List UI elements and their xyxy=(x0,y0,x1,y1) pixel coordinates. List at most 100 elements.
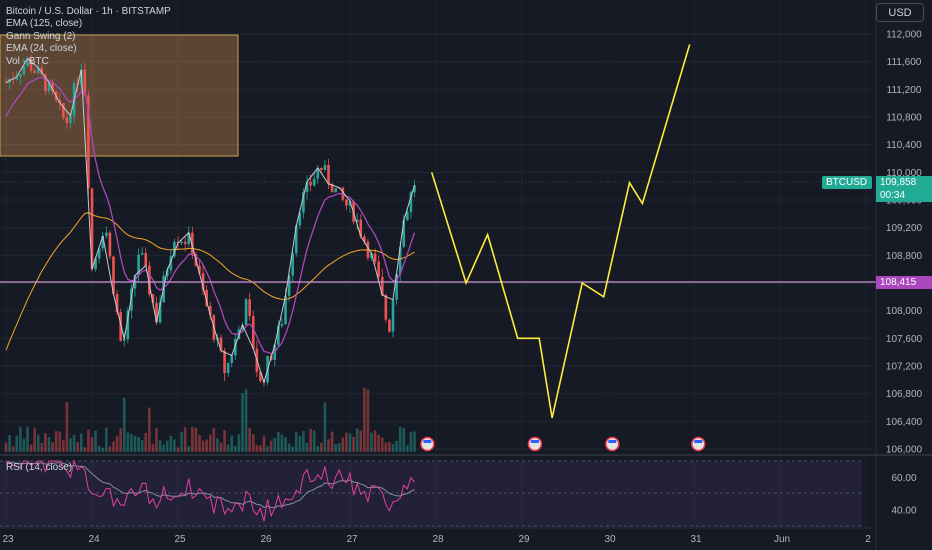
candle-body xyxy=(205,290,208,306)
price-tick-label: 111,200 xyxy=(887,85,922,96)
rsi-legend[interactable]: RSI (14, close) xyxy=(6,462,73,473)
volume-bar xyxy=(320,442,323,452)
volume-bar xyxy=(269,440,273,452)
volume-bar xyxy=(191,426,194,452)
time-tick-label: 2 xyxy=(865,534,871,545)
candle-body xyxy=(137,254,140,276)
candle-body xyxy=(151,294,155,303)
currency-button[interactable]: USD xyxy=(876,3,924,22)
candle-body xyxy=(251,315,255,349)
price-tick-label: 107,200 xyxy=(886,362,923,373)
volume-bar xyxy=(187,446,191,452)
candle-body xyxy=(11,78,15,80)
gann-legend[interactable]: Gann Swing (2) xyxy=(6,30,76,42)
projection-path[interactable] xyxy=(430,44,691,419)
us-flag-icon[interactable] xyxy=(527,436,543,452)
volume-bar xyxy=(266,446,269,452)
volume-bar xyxy=(287,443,291,452)
candle-body xyxy=(15,76,19,80)
time-tick-label: 25 xyxy=(174,534,186,545)
volume-bar xyxy=(355,428,359,452)
candle-body xyxy=(144,253,148,266)
volume-bar xyxy=(409,432,413,452)
time-tick-label: 29 xyxy=(518,534,530,545)
candle-body xyxy=(305,181,309,193)
ema125-legend[interactable]: EMA (125, close) xyxy=(6,18,83,30)
volume-bar xyxy=(44,433,47,452)
rsi-axis[interactable]: 60.00 40.00 xyxy=(891,473,916,517)
volume-bar xyxy=(388,441,391,452)
candle-body xyxy=(327,164,330,184)
candle-body xyxy=(341,187,345,200)
volume-bar xyxy=(130,434,133,452)
candle-body xyxy=(26,58,29,67)
price-axis[interactable]: 112,000 111,600 111,200 110,800 110,400 110,0… xyxy=(886,30,923,456)
candle-body xyxy=(244,299,248,325)
volume-bar xyxy=(26,426,29,452)
candle-body xyxy=(97,248,101,259)
volume-legend[interactable]: Vol · BTC xyxy=(6,55,49,67)
volume-bars xyxy=(4,387,416,452)
candle-body xyxy=(169,256,173,271)
economic-events[interactable] xyxy=(420,436,706,452)
candle-body xyxy=(33,70,36,73)
symbol-title[interactable]: Bitcoin / U.S. Dollar · 1h · BITSTAMP xyxy=(6,6,171,17)
volume-bar xyxy=(402,427,406,452)
time-axis[interactable]: 23 24 25 26 27 28 29 30 31 Jun 2 xyxy=(2,534,871,545)
time-tick-label: 24 xyxy=(88,534,100,545)
volume-bar xyxy=(90,437,94,452)
volume-bar xyxy=(22,438,26,452)
volume-bar xyxy=(51,442,54,452)
volume-bar xyxy=(298,435,302,452)
ticker-tag[interactable]: BTCUSD xyxy=(822,176,872,189)
candle-body xyxy=(359,219,363,237)
candle-body xyxy=(191,232,194,255)
candle-body xyxy=(320,167,323,170)
candle-body xyxy=(183,241,187,245)
volume-bar xyxy=(348,433,352,452)
volume-bar xyxy=(345,432,348,452)
volume-bar xyxy=(363,387,366,452)
us-flag-icon[interactable] xyxy=(605,436,620,452)
volume-bar xyxy=(151,443,155,452)
volume-bar xyxy=(370,432,373,452)
us-flag-icon[interactable] xyxy=(691,436,706,452)
volume-bar xyxy=(119,428,122,452)
volume-bar xyxy=(273,437,277,452)
candle-body xyxy=(345,199,348,206)
candle-body xyxy=(373,253,377,262)
candle-body xyxy=(277,325,280,345)
price-tick-label: 106,400 xyxy=(886,417,923,428)
volume-bar xyxy=(87,429,90,452)
candle-body xyxy=(122,339,126,341)
price-tick-label: 109,200 xyxy=(886,223,923,234)
volume-bar xyxy=(133,435,137,452)
candle-body xyxy=(248,299,251,316)
volume-bar xyxy=(155,428,158,452)
candle-body xyxy=(334,188,337,193)
volume-bar xyxy=(201,440,205,452)
volume-bar xyxy=(36,434,40,452)
candle-body xyxy=(370,253,373,258)
volume-bar xyxy=(377,434,380,452)
volume-bar xyxy=(398,427,402,452)
candle-body xyxy=(377,261,380,277)
ema24-legend[interactable]: EMA (24, close) xyxy=(6,43,77,55)
volume-bar xyxy=(58,431,62,452)
candle-body xyxy=(140,253,144,255)
volume-bar xyxy=(327,439,330,452)
highlight-box[interactable] xyxy=(0,34,239,157)
candle-body xyxy=(19,74,22,77)
us-flag-icon[interactable] xyxy=(420,436,435,452)
volume-bar xyxy=(183,427,187,452)
volume-bar xyxy=(83,447,87,452)
rsi-line xyxy=(5,459,415,522)
volume-bar xyxy=(33,427,36,452)
volume-bar xyxy=(108,446,112,452)
volume-bar xyxy=(15,435,19,452)
candle-body xyxy=(165,270,169,276)
volume-bar xyxy=(223,430,226,452)
volume-bar xyxy=(101,447,105,452)
